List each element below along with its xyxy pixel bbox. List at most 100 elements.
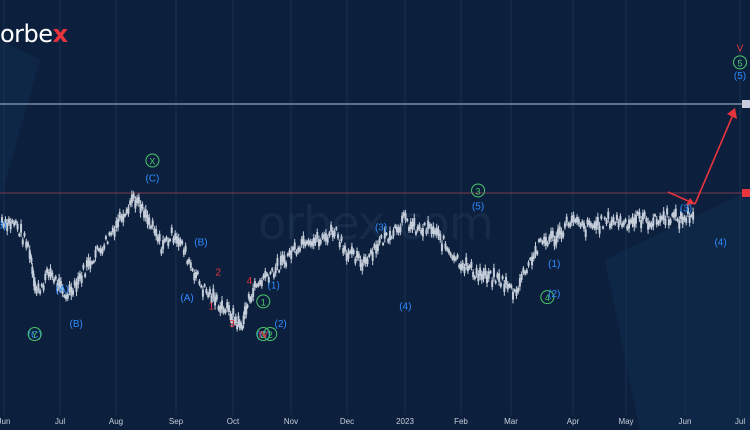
candle-body [584, 229, 587, 237]
candle-body [480, 273, 483, 281]
candle-body [252, 288, 255, 297]
candle-body [394, 225, 397, 229]
wave-label-3: (C) [28, 330, 42, 341]
wave-circle-23 [471, 183, 486, 198]
candle-body [39, 290, 42, 294]
wave-label-5: (C) [145, 174, 159, 185]
candle-body [59, 281, 62, 290]
candle-body [598, 225, 601, 234]
candle-body [342, 247, 345, 254]
candle-body [553, 239, 556, 247]
candle-body [517, 287, 520, 293]
candle-body [141, 203, 144, 209]
candle-body [234, 316, 237, 323]
candle-body [65, 294, 68, 300]
wave-label-26: 4 [545, 293, 550, 303]
candle-body [652, 217, 655, 227]
candle-body [23, 232, 26, 237]
wave-label-24: (5) [472, 201, 484, 212]
candle-body [291, 247, 294, 251]
candle-body [243, 306, 246, 315]
candle-body [543, 236, 546, 244]
candle-body [241, 326, 244, 330]
candle-body [276, 258, 279, 267]
candle-body [614, 222, 617, 225]
candle-body [591, 225, 594, 229]
candle-body [311, 241, 314, 247]
candle-body [666, 208, 669, 215]
wave-label-18: (C) [256, 330, 270, 341]
candle-body [477, 273, 480, 282]
candle-body [32, 270, 35, 276]
candle-body [610, 219, 613, 226]
candle-body [96, 246, 99, 250]
candle-body [600, 215, 603, 219]
wave-label-11: 3 [229, 319, 235, 330]
candle-body [66, 293, 69, 299]
candle-body [631, 216, 634, 224]
candle-body [636, 211, 639, 215]
candle-body [31, 266, 34, 275]
projection-arrow-1-head [686, 198, 695, 205]
candle-body [319, 239, 322, 244]
candle-body [546, 242, 549, 246]
candle-body [328, 232, 331, 237]
x-tick-label-9: Mar [504, 417, 518, 426]
candle-body [52, 278, 55, 283]
candle-body [425, 229, 428, 234]
candle-body [555, 235, 558, 245]
candle-body [650, 223, 653, 228]
candle-body [201, 289, 204, 297]
candle-body [641, 213, 644, 221]
candle-body [340, 236, 343, 241]
x-tick-label-1: Jul [55, 417, 65, 426]
candle-body [674, 208, 677, 217]
candle-body [11, 219, 14, 223]
candle-body [73, 280, 76, 286]
candle-body [229, 313, 232, 320]
candle-body [58, 278, 61, 288]
candle-body [565, 216, 568, 223]
candle-body [484, 268, 487, 276]
candle-body [230, 316, 233, 324]
candle-body [596, 217, 599, 226]
candle-body [589, 222, 592, 227]
candle-body [6, 222, 9, 232]
candle-body [671, 213, 674, 217]
wave-label-29: (4) [714, 238, 726, 249]
candle-body [163, 238, 166, 242]
candle-body [134, 200, 137, 209]
candle-body [395, 226, 398, 233]
wave-label-8: (B) [194, 238, 207, 249]
candle-body [673, 212, 676, 218]
candle-body [78, 273, 81, 279]
candle-body [527, 262, 530, 266]
candle-body [570, 215, 573, 223]
candle-body [369, 249, 372, 254]
x-tick-label-6: Dec [340, 417, 354, 426]
candle-body [338, 242, 341, 248]
candle-body [529, 257, 532, 260]
candle-body [208, 289, 211, 295]
candle-body [219, 305, 222, 313]
candle-body [628, 219, 631, 229]
wave-label-17: 2 [268, 330, 273, 340]
candle-body [217, 306, 220, 310]
candle-body [278, 270, 281, 273]
candle-body [501, 276, 504, 280]
candle-body [2, 223, 5, 228]
candle-body [333, 231, 336, 237]
candle-body [266, 273, 269, 276]
candle-body [602, 226, 605, 229]
candle-body [136, 197, 139, 204]
candle-body [61, 287, 64, 294]
candle-body [343, 245, 346, 252]
candle-body [188, 258, 191, 263]
candle-body [82, 264, 85, 269]
candle-body [249, 298, 252, 302]
candle-body [309, 241, 312, 246]
candle-body [444, 243, 447, 249]
candle-body [475, 267, 478, 275]
candle-body [612, 217, 615, 223]
candle-body [532, 254, 535, 259]
